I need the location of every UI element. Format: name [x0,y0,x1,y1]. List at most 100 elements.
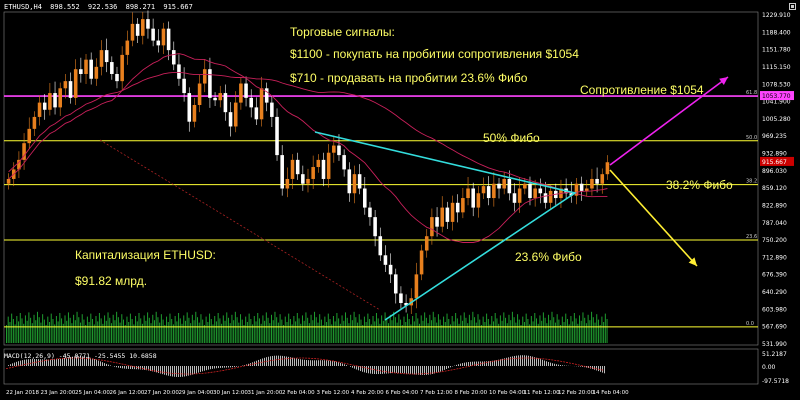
volume-bar [79,322,81,343]
macd-histogram-bar [456,364,457,366]
macd-histogram-bar [324,360,325,366]
candle-body [337,145,341,156]
volume-bar [601,316,603,343]
volume-bar [365,322,367,343]
volume-bar [184,320,186,343]
candle-body [538,188,543,194]
macd-histogram-bar [474,361,475,366]
macd-histogram-bar [124,366,125,369]
volume-bar [143,315,145,343]
volume-bar [511,311,513,343]
volume-bar [463,312,465,343]
macd-histogram-bar [316,360,317,366]
y-tick-label: 1229.910 [762,12,791,19]
volume-bar [61,318,63,343]
candle-body [22,143,26,160]
candle-body [275,116,279,156]
macd-histogram-bar [306,359,307,366]
volume-bar [19,313,21,343]
volume-bar [360,319,362,343]
candle-body [156,40,161,46]
macd-histogram-bar [190,366,191,376]
volume-bar [343,320,345,343]
volume-bar [396,322,398,343]
macd-histogram-bar [82,356,83,366]
volume-bar [334,321,336,343]
candle-body [357,174,362,189]
macd-histogram-bar [418,366,419,375]
volume-bar [124,325,126,343]
x-tick-label: 7 Feb 12:00 [420,390,453,396]
volume-bar [219,318,221,343]
macd-histogram-bar [166,366,167,376]
volume-bar [186,312,188,343]
candle-body [435,217,439,227]
candle-body [424,236,429,251]
volume-bar [135,316,137,343]
volume-bar [501,320,503,343]
macd-panel-frame [3,348,759,385]
macd-histogram-bar [344,364,345,366]
volume-bar [148,317,150,343]
volume-bar [303,320,305,343]
candle-body [533,188,537,199]
volume-bar [100,318,102,343]
volume-bar [227,317,229,343]
macd-histogram-bar [442,366,443,371]
y-tick-label: 932.890 [762,151,787,158]
x-tick-label: 14 Feb 04:00 [593,390,630,396]
macd-histogram-bar [142,366,143,370]
volume-bar [486,313,488,343]
volume-bar [233,320,235,343]
volume-bar [178,313,180,343]
volume-bar [188,317,190,343]
volume-bar [570,316,572,343]
candle-body [445,207,450,222]
volume-bar [597,319,599,343]
candle-body [301,174,305,184]
candle-body [383,255,388,265]
volume-bar [183,315,185,343]
volume-bar [16,316,18,343]
candle-body [347,169,352,194]
candle-body [244,83,248,98]
chart-window-icon[interactable] [789,3,796,10]
y-tick-label: 603.980 [762,306,787,313]
macd-histogram-bar [514,355,515,366]
volume-bar [49,322,51,343]
volume-bar [594,322,596,343]
candle-body [84,59,88,74]
current-price-tag: 915.667 [762,159,787,166]
volume-bar [181,323,183,343]
volume-bar [498,323,500,343]
volume-bar [14,324,16,343]
macd-histogram-bar [378,366,379,375]
y-tick-label: 567.690 [762,324,787,331]
volume-bar [393,311,395,343]
candle-body [295,159,300,175]
capitalization-title: Капитализация ETHUSD: [75,248,216,262]
volume-bar [172,324,174,343]
candle-body [507,178,512,194]
volume-bar [326,322,328,343]
volume-bar [398,314,400,343]
volume-bar [150,323,152,343]
volume-bar [363,316,365,343]
macd-histogram-bar [274,355,275,366]
volume-bar [548,314,550,343]
volume-bar [255,321,257,343]
macd-histogram-bar [296,358,297,366]
x-tick-label: 8 Feb 20:00 [455,390,488,396]
candle-body [228,112,233,127]
volume-bar [518,319,520,343]
volume-bar [584,317,586,343]
volume-bar [252,324,254,343]
volume-bar [238,322,240,343]
x-tick-label: 30 Jan 12:00 [213,390,248,396]
macd-histogram-bar [86,356,87,366]
volume-bar [451,316,453,343]
macd-histogram-bar [76,356,77,366]
macd-histogram-bar [580,366,581,367]
volume-bar [7,316,9,343]
